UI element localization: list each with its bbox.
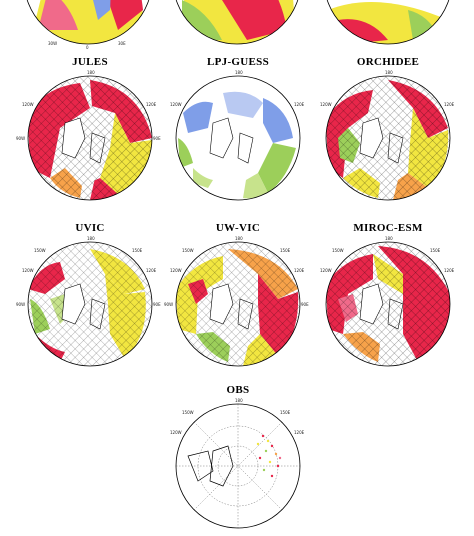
label-120w: 120W [320,102,332,107]
map-panel-jules: 180 120W 120E 90W 90E [16,70,161,201]
label-180: 180 [385,70,393,75]
obs-station-dots [256,434,282,478]
label-120e: 120E [146,268,157,273]
label-120w: 120W [170,268,182,273]
label-120w: 120W [170,430,182,435]
label-150w: 150W [34,248,46,253]
panel-title-uvic: UVIC [75,222,105,234]
label-120e: 120E [444,268,455,273]
label-150w: 150W [182,248,194,253]
panel-title-obs: OBS [226,384,250,396]
label-120e: 120E [146,102,157,107]
panel-title-jules: JULES [72,56,108,68]
label-180: 180 [87,236,95,241]
panel-title-lpj-guess: LPJ-GUESS [207,56,269,68]
map-panel-orchidee: 180 120W 120E [320,70,455,201]
panel-title-miroc-esm: MIROC-ESM [353,222,423,234]
label-90e: 90E [153,136,161,141]
label-90e: 90E [153,302,161,307]
map-panel-obs: 180 150W 150E 120W 120E [170,398,305,529]
label-120e: 120E [444,102,455,107]
label-90w: 90W [16,302,25,307]
map-panel-miroc-esm: 180 150W 150E 120W 120E [320,236,455,367]
svg-text:30W: 30W [48,41,57,46]
label-120w: 120W [22,102,34,107]
label-120e: 120E [294,102,305,107]
panel-title-uw-vic: UW-VIC [215,222,261,234]
label-150w: 150W [182,410,194,415]
label-180: 180 [235,236,243,241]
label-180: 180 [235,70,243,75]
map-panel-top-left: 30W 0 30E [26,0,150,50]
label-90e: 90E [301,302,309,307]
label-150e: 150E [280,248,291,253]
label-150e: 150E [430,248,441,253]
label-120w: 120W [22,268,34,273]
label-150w: 150W [332,248,344,253]
label-120w: 120W [320,268,332,273]
map-panel-lpj-guess: 180 120W 120E [170,70,305,201]
svg-text:30E: 30E [118,41,126,46]
map-panel-uvic: 180 150W 150E 120W 120E 90W 90E [16,236,161,367]
label-180: 180 [235,398,243,403]
label-90w: 90W [16,136,25,141]
label-120e: 120E [294,430,305,435]
label-150e: 150E [280,410,291,415]
label-120e: 120E [294,268,305,273]
svg-text:0: 0 [86,45,89,50]
label-120w: 120W [170,102,182,107]
panel-title-orchidee: ORCHIDEE [356,56,420,68]
label-180: 180 [87,70,95,75]
label-180: 180 [385,236,393,241]
label-90w: 90W [164,302,173,307]
map-panel-uw-vic: 180 150W 150E 120W 120E 90W 90E [164,236,309,367]
map-panel-top-right [326,0,450,45]
label-150e: 150E [132,248,143,253]
map-panel-top-center [175,0,299,45]
